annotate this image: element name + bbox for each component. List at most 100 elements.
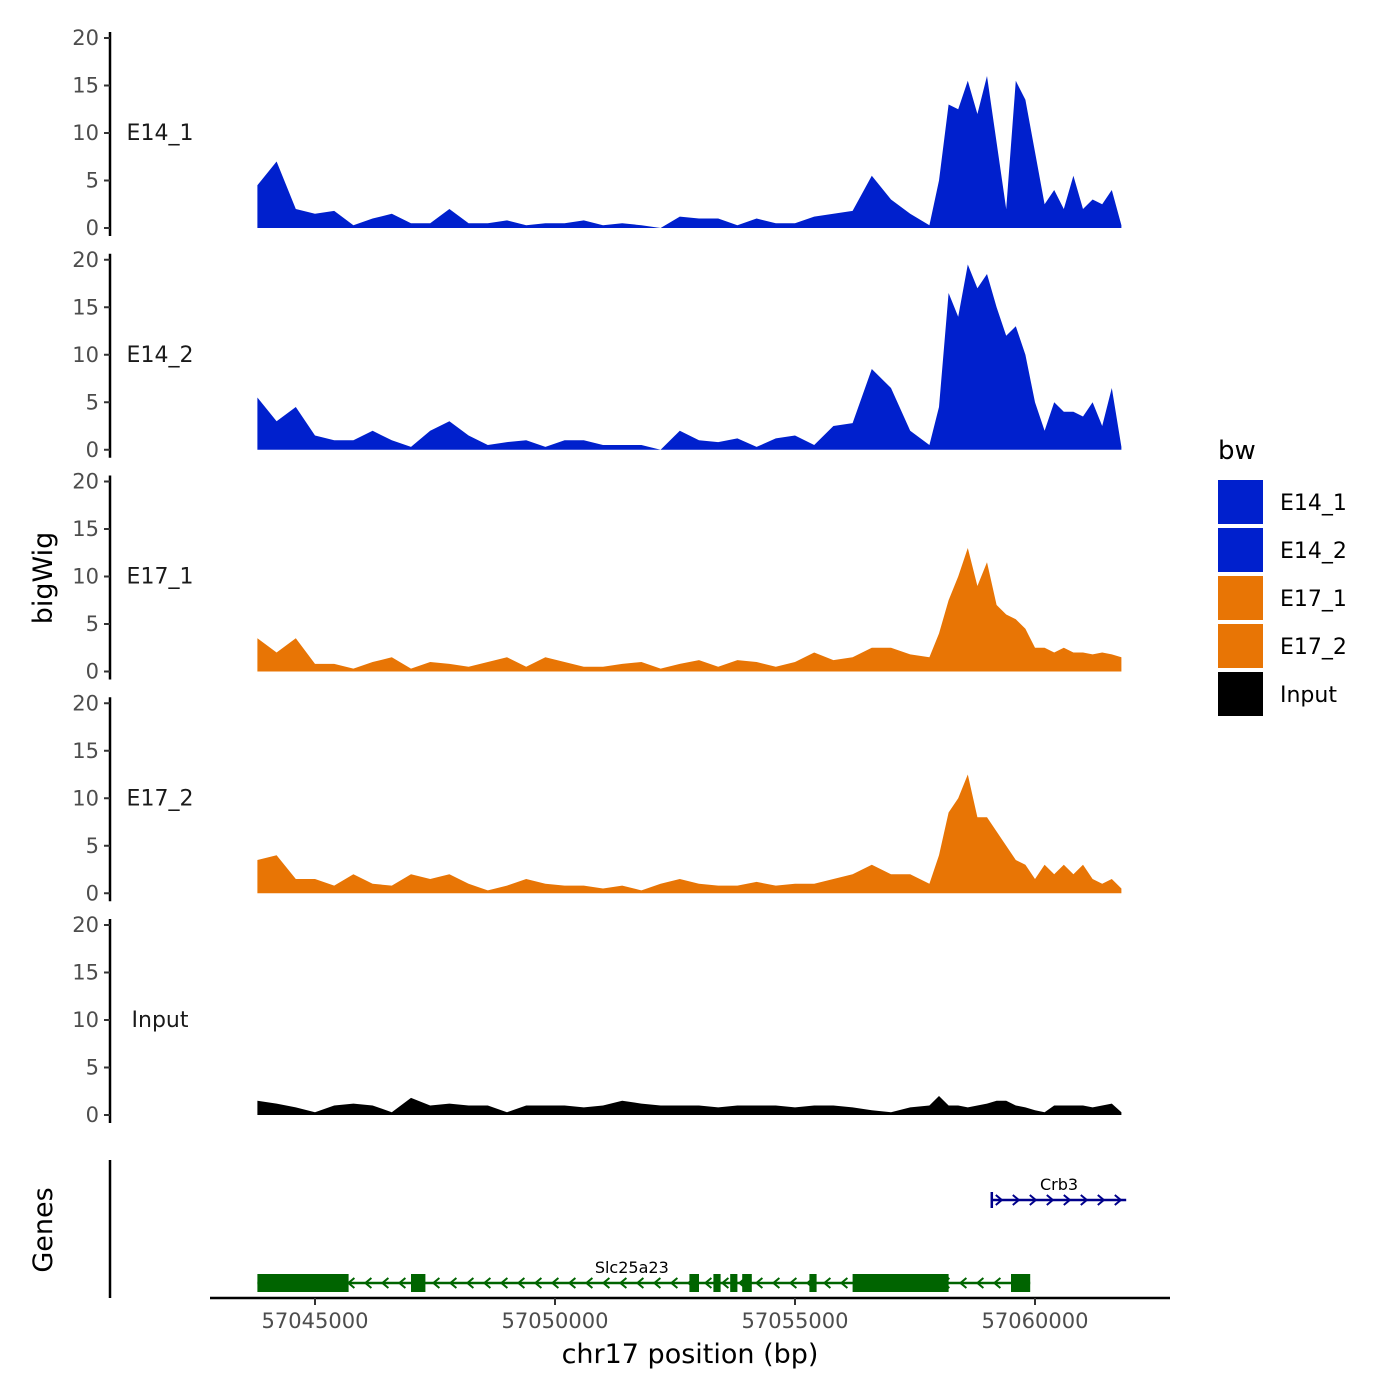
y-tick-label: 5: [86, 612, 99, 636]
y-tick-label: 20: [72, 913, 99, 937]
strand-arrow: [1114, 1194, 1123, 1206]
coverage-area-E14_2: [257, 264, 1122, 450]
strand-arrow: [839, 1277, 849, 1289]
exon: [689, 1274, 699, 1292]
exon: [742, 1274, 752, 1292]
genes-track-label: Genes: [28, 1187, 59, 1272]
gene-Slc25a23: Slc25a23: [257, 1258, 1031, 1292]
legend-label: E17_2: [1280, 635, 1347, 660]
y-tick-label: 10: [72, 343, 99, 367]
x-tick-label: 57055000: [742, 1309, 849, 1333]
gene-label: Slc25a23: [595, 1258, 669, 1277]
x-tick-label: 57045000: [262, 1309, 369, 1333]
legend-label: E14_1: [1280, 491, 1347, 516]
legend-swatch: [1218, 528, 1263, 572]
strand-arrow: [584, 1277, 594, 1289]
strand-arrow: [431, 1277, 441, 1289]
exon: [411, 1274, 426, 1292]
y-tick-label: 10: [72, 1008, 99, 1032]
coverage-panels: 05101520E14_105101520E14_205101520E17_10…: [72, 26, 1122, 1127]
strand-arrow: [380, 1277, 390, 1289]
y-tick-label: 5: [86, 1056, 99, 1080]
legend: bw E14_1 E14_2 E17_1 E17_2 Input: [1218, 436, 1347, 716]
y-tick-label: 15: [72, 74, 99, 98]
strand-arrow: [499, 1277, 509, 1289]
legend-label: E17_1: [1280, 587, 1347, 612]
track-label: E17_2: [127, 786, 194, 811]
strand-arrow: [703, 1277, 713, 1289]
track-label: E17_1: [127, 565, 194, 590]
strand-arrow: [618, 1277, 628, 1289]
legend-label: E14_2: [1280, 539, 1347, 564]
coverage-area-Input: [257, 1096, 1122, 1115]
y-tick-label: 5: [86, 169, 99, 193]
y-tick-label: 10: [72, 565, 99, 589]
legend-swatch: [1218, 576, 1263, 620]
y-tick-label: 20: [72, 691, 99, 715]
strand-arrow: [363, 1277, 373, 1289]
track-panel-E17_1: 0 5 10 15 20 E17_1: [72, 470, 1122, 684]
track-label: E14_2: [127, 343, 194, 368]
strand-arrow: [754, 1277, 764, 1289]
strand-arrow: [465, 1277, 475, 1289]
y-tick-label: 5: [86, 834, 99, 858]
track-label: E14_1: [127, 121, 194, 146]
y-tick-label: 10: [72, 121, 99, 145]
track-panel-E17_2: 0 5 10 15 20 E17_2: [72, 691, 1122, 905]
y-tick-label: 15: [72, 517, 99, 541]
strand-arrow: [995, 1194, 1004, 1206]
x-axis: 57045000 57050000 57055000 57060000: [210, 1296, 1170, 1333]
track-panel-Input: 0 5 10 15 20 Input: [72, 913, 1122, 1127]
legend-swatch: [1218, 624, 1263, 668]
legend-swatch: [1218, 480, 1263, 524]
y-tick-label: 15: [72, 295, 99, 319]
legend-swatch: [1218, 672, 1263, 716]
strand-arrow: [652, 1277, 662, 1289]
gene-Crb3: Crb3: [990, 1175, 1127, 1208]
strand-arrow: [533, 1277, 543, 1289]
strand-arrow: [1012, 1194, 1021, 1206]
y-axis-title: bigWig: [28, 532, 59, 625]
strand-arrow: [788, 1277, 798, 1289]
genes-panel: Crb3 Slc25a23: [108, 1160, 1127, 1298]
track-panel-E14_2: 0 5 10 15 20 E14_2: [72, 248, 1122, 462]
exon: [257, 1274, 349, 1292]
strand-arrow: [1046, 1194, 1055, 1206]
coverage-area-E14_1: [257, 76, 1122, 228]
y-tick-label: 0: [86, 216, 99, 240]
strand-arrow: [1063, 1194, 1072, 1206]
y-tick-label: 15: [72, 961, 99, 985]
y-tick-label: 15: [72, 739, 99, 763]
strand-arrow: [958, 1277, 968, 1289]
strand-arrow: [975, 1277, 985, 1289]
legend-label: Input: [1280, 683, 1337, 708]
strand-arrow: [771, 1277, 781, 1289]
track-panel-E14_1: 0 5 10 15 20 E14_1: [72, 26, 1122, 240]
track-label: Input: [132, 1008, 189, 1033]
x-tick-label: 57060000: [982, 1309, 1089, 1333]
y-tick-label: 20: [72, 248, 99, 272]
strand-arrow: [720, 1277, 730, 1289]
strand-arrow: [1080, 1194, 1089, 1206]
exon: [1011, 1274, 1031, 1292]
strand-arrow: [482, 1277, 492, 1289]
y-tick-label: 0: [86, 438, 99, 462]
exon: [809, 1274, 817, 1292]
y-tick-label: 20: [72, 26, 99, 50]
strand-arrow: [992, 1277, 1002, 1289]
strand-arrow: [448, 1277, 458, 1289]
y-tick-label: 5: [86, 390, 99, 414]
exon: [713, 1274, 721, 1292]
strand-arrow: [1029, 1194, 1038, 1206]
coverage-area-E17_2: [257, 774, 1122, 894]
x-tick-label: 57050000: [502, 1309, 609, 1333]
y-tick-label: 0: [86, 881, 99, 905]
y-tick-label: 20: [72, 470, 99, 494]
strand-arrow: [635, 1277, 645, 1289]
exon: [730, 1274, 738, 1292]
y-tick-label: 0: [86, 660, 99, 684]
coverage-area-E17_1: [257, 548, 1122, 672]
y-tick-label: 10: [72, 786, 99, 810]
strand-arrow: [601, 1277, 611, 1289]
